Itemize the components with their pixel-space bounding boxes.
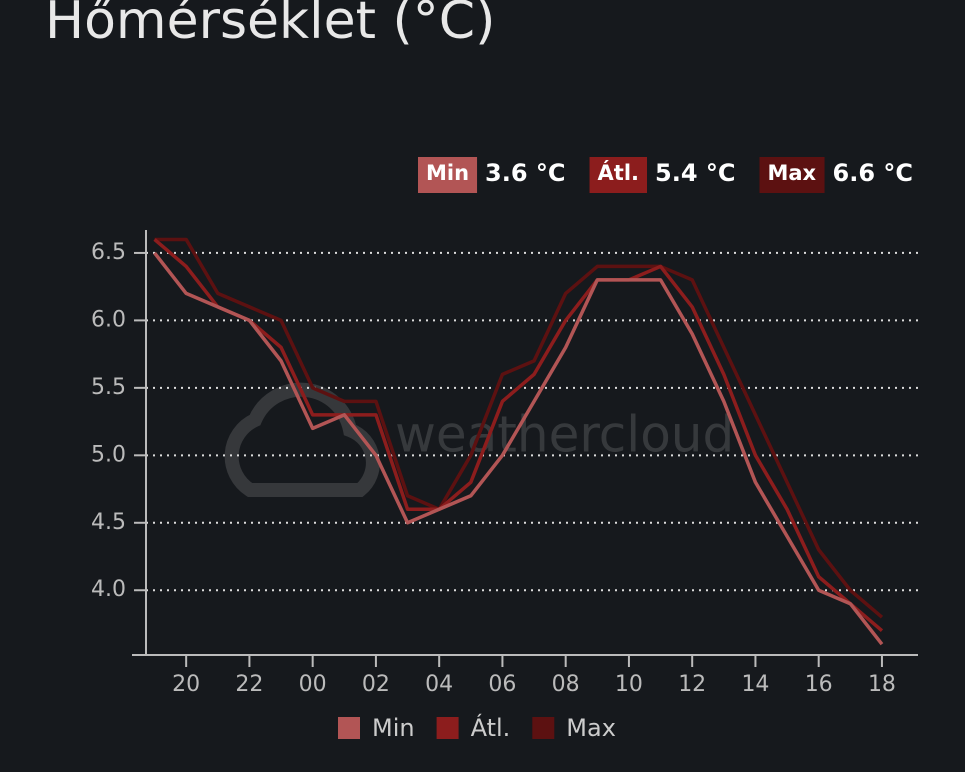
x-tick-label: 18 xyxy=(868,672,896,697)
stat-badge xyxy=(418,157,478,193)
legend-label: Min xyxy=(372,714,415,742)
stat: Átl. 5.4 °C xyxy=(589,157,735,193)
legend-label: Átl. xyxy=(471,713,511,742)
series-line xyxy=(153,251,884,646)
x-tick-label: 02 xyxy=(362,672,390,697)
stat-value: 3.6 °C xyxy=(485,159,565,187)
y-tick-label: 6.0 xyxy=(91,307,126,332)
x-tick-label: 06 xyxy=(488,672,516,697)
stat: Max 6.6 °C xyxy=(759,157,913,193)
stat-badge xyxy=(589,157,647,193)
x-tick-label: 20 xyxy=(172,672,200,697)
chart-title: Hőmérséklet (°C) xyxy=(45,0,495,51)
legend-swatch xyxy=(532,717,555,739)
watermark: weathercloud xyxy=(224,382,734,497)
watermark-icon xyxy=(224,382,380,497)
legend-swatch xyxy=(338,717,360,739)
x-tick-label: 00 xyxy=(299,672,327,697)
y-tick-label: 5.0 xyxy=(91,442,126,467)
series-line xyxy=(154,237,884,619)
x-tick-label: 08 xyxy=(552,672,580,697)
watermark-text: weathercloud xyxy=(395,406,734,464)
series-line xyxy=(153,238,884,633)
stat-badge xyxy=(759,157,825,193)
x-tick-label: 16 xyxy=(805,672,833,697)
stat: Min 3.6 °C xyxy=(418,157,566,193)
legend-label: Max xyxy=(566,714,616,742)
y-tick-label: 6.5 xyxy=(91,240,126,265)
y-tick-label: 5.5 xyxy=(91,375,126,400)
stat-value: 5.4 °C xyxy=(655,159,735,187)
y-tick-label: 4.5 xyxy=(91,510,126,535)
stat-label: Min xyxy=(426,161,469,185)
stat-label: Max xyxy=(767,161,816,185)
x-tick-label: 14 xyxy=(741,672,769,697)
y-tick-label: 4.0 xyxy=(91,577,126,602)
legend-swatch xyxy=(436,717,459,739)
x-tick-label: 04 xyxy=(425,672,453,697)
x-tick-label: 10 xyxy=(615,672,643,697)
stat-value: 6.6 °C xyxy=(833,159,913,187)
stat-label: Átl. xyxy=(598,160,639,185)
x-tick-label: 22 xyxy=(235,672,263,697)
x-tick-label: 12 xyxy=(678,672,706,697)
